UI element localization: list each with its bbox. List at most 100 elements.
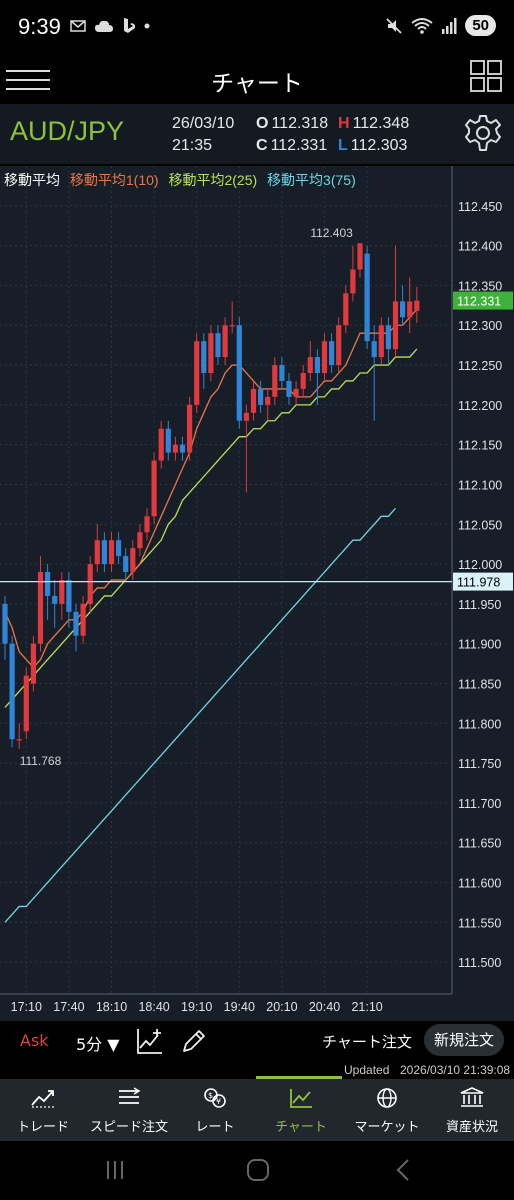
open-label: O [256, 115, 269, 132]
rate-icon: $¥ [204, 1088, 226, 1108]
candle [407, 277, 413, 334]
high-value: 112.348 [352, 115, 410, 132]
recents-icon[interactable] [104, 1159, 126, 1181]
quote-date: 26/03/10 [172, 115, 235, 132]
y-tick-label: 112.250 [458, 359, 502, 373]
candle-body [258, 388, 264, 405]
candle [101, 532, 107, 573]
candle-body [371, 341, 377, 358]
open-value: 112.318 [271, 115, 329, 132]
candle [80, 595, 86, 644]
close-label: C [256, 137, 268, 154]
menu-button[interactable] [6, 68, 50, 92]
updated-timestamp: 2026/03/10 21:39:08 [400, 1063, 511, 1077]
candle [250, 380, 257, 421]
candle-body [165, 428, 171, 453]
y-tick-label: 111.600 [458, 877, 501, 891]
candle [371, 325, 377, 421]
y-tick-label: 111.650 [458, 837, 501, 851]
nav-speed-order[interactable]: スピード注文 [86, 1079, 172, 1141]
candle [45, 564, 51, 620]
candle [130, 540, 136, 580]
new-order-button[interactable]: 新規注文 [424, 1024, 504, 1056]
candle [392, 245, 399, 358]
candle-body [385, 325, 391, 350]
chart-area[interactable]: 112.450 112.400 112.350 112.300 112.250 112.2… [0, 166, 514, 1021]
high-annotation: 112.403 [310, 226, 353, 240]
candle [108, 532, 115, 573]
x-tick-label: 19:10 [181, 1000, 212, 1014]
candle-body [9, 643, 15, 740]
currency-pair[interactable]: AUD/JPY [10, 116, 125, 146]
quote-open-close: O 112.318 C 112.331 [256, 113, 328, 157]
x-tick-label: 19:40 [224, 1000, 255, 1014]
ask-toggle[interactable]: Ask [20, 1031, 49, 1050]
draw-pencil-icon[interactable] [180, 1027, 208, 1055]
home-icon[interactable] [246, 1158, 270, 1182]
candle [23, 667, 29, 740]
current-price-label: 112.331 [457, 295, 501, 309]
quote-datetime: 26/03/10 21:35 [172, 113, 234, 157]
candle-body [130, 548, 136, 573]
candle-body [59, 580, 65, 604]
candle-body [80, 603, 86, 636]
nav-trade[interactable]: トレード [0, 1079, 86, 1141]
candle [116, 532, 122, 565]
candle-body [73, 611, 79, 636]
candle-body [236, 325, 242, 421]
candle-body [215, 333, 221, 358]
y-tick-label: 111.700 [458, 797, 501, 811]
candle-body [194, 341, 200, 405]
candle [378, 317, 384, 366]
candle-body [23, 675, 29, 732]
candle-body [400, 301, 406, 318]
app-bar: チャート [0, 56, 514, 102]
candle [343, 285, 349, 334]
candle-body [307, 357, 313, 373]
nav-rate[interactable]: $ ¥ レート [172, 1079, 258, 1141]
bing-icon [124, 18, 135, 33]
candlestick-chart[interactable]: 112.450 112.400 112.350 112.300 112.250 112.2… [0, 166, 514, 1021]
interval-select[interactable]: 5分 ▼ [76, 1035, 120, 1054]
legend-ma2: 移動平均2(25) [168, 172, 258, 188]
candle-body [222, 325, 228, 358]
candle-body [108, 540, 115, 565]
candle-body [16, 739, 22, 741]
y-tick-label: 111.500 [458, 956, 501, 970]
layout-grid-icon[interactable] [470, 60, 502, 92]
reference-price-label: 111.978 [457, 576, 500, 590]
legend-title: 移動平均 [4, 172, 60, 188]
current-price-tag [453, 291, 513, 310]
y-tick-label: 112.050 [458, 518, 502, 532]
x-tick-label: 17:10 [11, 1000, 42, 1014]
x-tick-label: 17:40 [53, 1000, 84, 1014]
candle [137, 524, 143, 557]
x-tick-label: 20:40 [309, 1000, 340, 1014]
candle-body [350, 269, 356, 294]
candle [144, 508, 150, 541]
add-indicator-icon[interactable] [136, 1027, 164, 1055]
quote-time: 21:35 [172, 137, 213, 154]
nav-assets[interactable]: 資産状況 [430, 1079, 514, 1141]
system-nav [0, 1141, 514, 1200]
candle-body [208, 333, 214, 373]
nav-chart[interactable]: チャート [258, 1079, 344, 1141]
candle [329, 333, 335, 373]
mute-icon [386, 17, 402, 34]
candle [350, 245, 356, 302]
indicator-legend: 移動平均 移動平均1(10) 移動平均2(25) 移動平均3(75) [4, 170, 362, 190]
candle [215, 325, 221, 366]
candle-body [392, 301, 399, 350]
candle [222, 317, 228, 366]
candle [364, 245, 370, 350]
candle-body [321, 341, 328, 373]
settings-gear-icon[interactable] [464, 114, 502, 152]
candle-body [66, 580, 72, 612]
candle [414, 287, 420, 323]
back-icon[interactable] [394, 1158, 412, 1182]
candle-body [357, 243, 363, 270]
update-status: Updated 2026/03/10 21:39:08 [0, 1061, 514, 1079]
chart-order-button[interactable]: チャート注文 [322, 1033, 412, 1051]
nav-market[interactable]: マーケット [344, 1079, 430, 1141]
chart-icon [290, 1089, 312, 1108]
